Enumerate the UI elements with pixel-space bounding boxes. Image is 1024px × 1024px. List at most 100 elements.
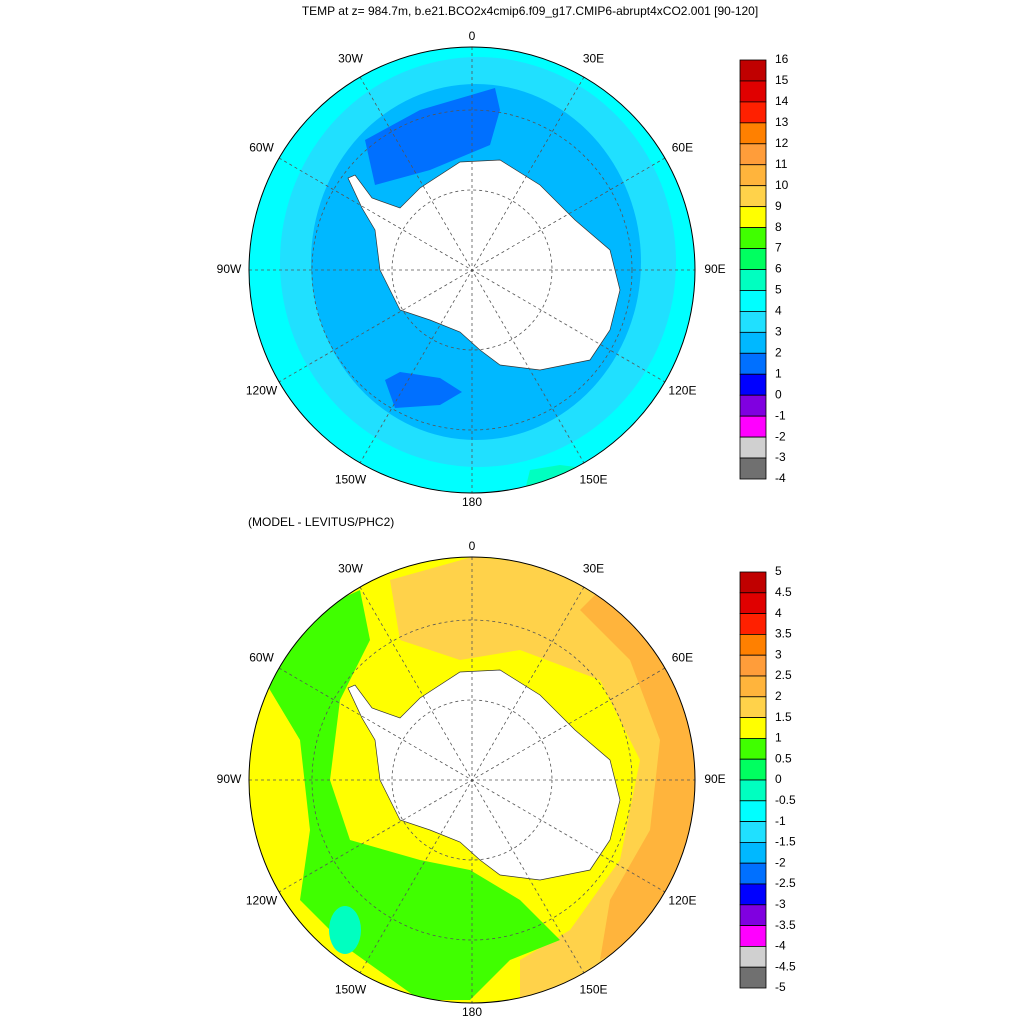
lon-label: 150E	[579, 983, 607, 997]
colorbar-label: 2	[775, 689, 782, 703]
lon-labels: 0 30E 60E 90E 120E 150E 180 150W 120W 90W 60W 30W	[217, 29, 726, 509]
lon-labels: 0 30E 60E 90E 120E 150E 180 150W 120W 90W 60W 30W	[217, 539, 726, 1019]
colorbar-label: 10	[775, 178, 789, 192]
colorbar-box	[739, 457, 767, 480]
colorbar-label: 13	[775, 115, 789, 129]
map-bottom	[249, 557, 695, 1003]
colorbar-box	[739, 862, 767, 885]
colorbar-box	[739, 185, 767, 208]
lon-label: 0	[469, 539, 476, 553]
colorbar-box	[739, 634, 767, 656]
colorbar-label: -3.5	[775, 918, 796, 932]
lon-label: 120W	[246, 894, 278, 908]
colorbar-label: -1.5	[775, 835, 796, 849]
colorbar-label: -4	[775, 471, 786, 485]
colorbar-box	[739, 966, 767, 989]
colorbar-box	[739, 571, 767, 594]
colorbar-label: 6	[775, 262, 782, 276]
colorbar-box	[739, 310, 767, 333]
lon-label: 30E	[583, 562, 604, 576]
colorbar-box	[739, 436, 767, 459]
colorbar-box	[739, 373, 767, 396]
colorbar-box	[739, 800, 767, 822]
lon-label: 90E	[704, 772, 725, 786]
lon-label: 180	[462, 495, 482, 509]
title: TEMP at z= 984.7m, b.e21.BCO2x4cmip6.f09…	[302, 4, 758, 18]
colorbar-label: -1	[775, 814, 786, 828]
colorbar-label: -4	[775, 939, 786, 953]
colorbar-box	[739, 904, 767, 926]
colorbar-box	[739, 883, 767, 906]
lon-label: 120E	[668, 894, 696, 908]
colorbar-label: 7	[775, 241, 782, 255]
colorbar-label: 8	[775, 220, 782, 234]
colorbar-box	[739, 696, 767, 718]
colorbar-label: 0	[775, 387, 782, 401]
lon-label: 30E	[583, 52, 604, 66]
colorbar-label: -2.5	[775, 876, 796, 890]
colorbar-label: -2	[775, 855, 786, 869]
lon-label: 60W	[249, 141, 274, 155]
colorbar-label: 1.5	[775, 710, 792, 724]
lon-label: 60E	[672, 651, 693, 665]
colorbar-label: 3	[775, 647, 782, 661]
colorbar-box	[739, 654, 767, 677]
colorbar-label: 5	[775, 283, 782, 297]
colorbar: 5 4.5 4 3.5 3 2.5 2 1.5 1 0.5 0 -0.5 -1 -1.5 -2 -2.5 -3 -…	[739, 564, 796, 994]
colorbar-label: 14	[775, 94, 789, 108]
colorbar-box	[739, 821, 767, 843]
colorbar-box	[739, 925, 767, 947]
lon-label: 90W	[217, 772, 242, 786]
lon-label: 30W	[338, 562, 363, 576]
colorbar-box	[739, 101, 767, 124]
colorbar-box	[739, 415, 767, 438]
colorbar-label: 4	[775, 304, 782, 318]
colorbar-box	[739, 738, 767, 760]
colorbar-label: 16	[775, 52, 789, 66]
colorbar-label: 15	[775, 73, 789, 87]
subtitle: (MODEL - LEVITUS/PHC2)	[248, 515, 394, 529]
colorbar-box	[739, 122, 767, 145]
colorbar-label: -4.5	[775, 959, 796, 973]
colorbar-label: 9	[775, 199, 782, 213]
lon-label: 0	[469, 29, 476, 43]
colorbar-box	[739, 164, 767, 187]
lon-label: 60W	[249, 651, 274, 665]
colorbar-box	[739, 331, 767, 354]
colorbar-label: -5	[775, 980, 786, 994]
colorbar-box	[739, 842, 767, 864]
colorbar-label: 3.5	[775, 627, 792, 641]
colorbar-label: 12	[775, 136, 789, 150]
colorbar-label: 2.5	[775, 668, 792, 682]
colorbar-box	[739, 779, 767, 802]
lon-label: 120E	[668, 384, 696, 398]
lon-label: 30W	[338, 52, 363, 66]
colorbar-box	[739, 290, 767, 312]
colorbar-label: -0.5	[775, 793, 796, 807]
colorbar-box	[739, 946, 767, 968]
lon-label: 150E	[579, 473, 607, 487]
colorbar-label: 4.5	[775, 585, 792, 599]
colorbar-box	[739, 717, 767, 739]
colorbar-label: 5	[775, 564, 782, 578]
colorbar-label: 4	[775, 606, 782, 620]
colorbar-box	[739, 592, 767, 614]
colorbar-label: -3	[775, 897, 786, 911]
colorbar-label: -3	[775, 450, 786, 464]
lon-label: 90W	[217, 262, 242, 276]
colorbar-box	[739, 269, 767, 291]
colorbar-label: 11	[775, 157, 788, 171]
map-top	[249, 47, 695, 493]
colorbar-box	[739, 675, 767, 698]
colorbar-box	[739, 206, 767, 228]
colorbar-box	[739, 613, 767, 635]
colorbar-box	[739, 80, 767, 103]
colorbar-label: 2	[775, 345, 782, 359]
colorbar-label: 3	[775, 325, 782, 339]
lon-label: 180	[462, 1005, 482, 1019]
lon-label: 150W	[335, 473, 367, 487]
colorbar-label: 1	[775, 366, 782, 380]
colorbar-label: 0.5	[775, 751, 792, 765]
